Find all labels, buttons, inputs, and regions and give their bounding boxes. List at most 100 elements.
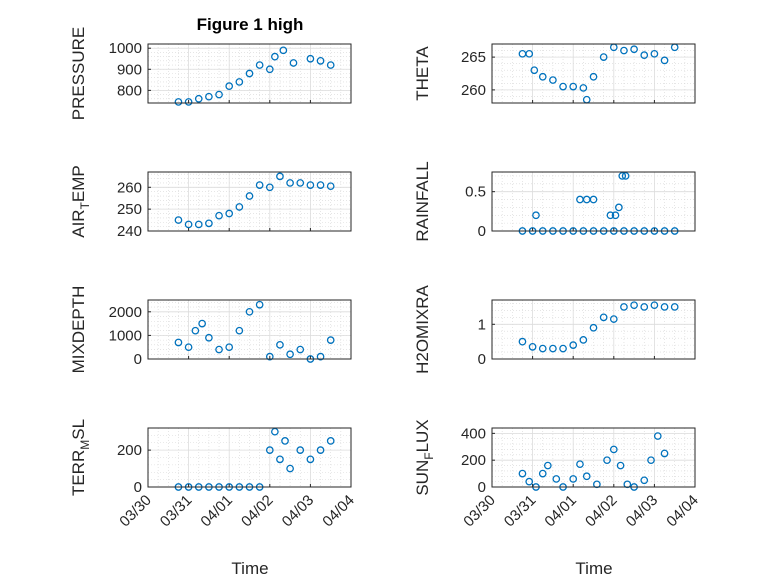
data-point [245, 69, 254, 78]
data-point [538, 469, 547, 478]
data-point [276, 340, 284, 349]
data-point [549, 76, 557, 84]
data-point [215, 90, 223, 99]
data-point [618, 172, 627, 180]
y-axis-label: TERRMSL [69, 419, 92, 496]
data-point [235, 326, 244, 335]
x-tick-label: 03/31 [157, 492, 196, 531]
data-point [609, 315, 618, 323]
y-tick-label: 0.5 [465, 184, 486, 201]
x-tick-label: 04/01 [541, 492, 580, 531]
data-point [660, 56, 669, 65]
x-tick-label: 03/30 [460, 492, 499, 531]
y-tick-label: 800 [117, 82, 142, 99]
data-point [525, 49, 534, 58]
y-tick-label: 260 [461, 82, 486, 99]
data-point [255, 61, 264, 69]
data-point [518, 337, 527, 346]
data-point [589, 195, 598, 204]
data-point [174, 216, 183, 224]
data-point [660, 449, 669, 458]
data-point [245, 307, 254, 316]
data-point [650, 49, 659, 58]
y-tick-label: 0 [478, 351, 486, 368]
x-axis-label-left: Time [231, 559, 268, 578]
subplot-theta: 260 265 THETA [413, 43, 696, 104]
data-point [528, 343, 537, 351]
data-point [271, 427, 279, 436]
y-tick-label: 1000 [109, 40, 142, 57]
axes-box [147, 171, 352, 232]
data-point [532, 211, 540, 220]
y-axis-label: SUNFLUX [413, 419, 436, 495]
data-point [559, 82, 567, 91]
axes-box [147, 43, 352, 104]
data-point [225, 82, 234, 90]
x-tick-label: 04/04 [663, 492, 702, 531]
data-point [623, 480, 632, 489]
data-point [316, 352, 325, 361]
data-point [582, 95, 591, 104]
data-point [265, 183, 274, 192]
data-point [235, 203, 244, 211]
data-point [579, 84, 588, 92]
data-point [265, 446, 274, 454]
subplot-rainfall: 0 0.5 RAINFALL [413, 161, 696, 242]
y-tick-label: 200 [461, 452, 486, 469]
data-point [198, 319, 206, 328]
data-point [653, 432, 662, 440]
data-point [603, 456, 611, 465]
data-point [255, 181, 264, 189]
data-point [215, 211, 223, 220]
data-point [650, 301, 659, 310]
data-point [316, 57, 325, 65]
y-axis-label: MIXDEPTH [69, 286, 88, 374]
data-point [296, 446, 305, 454]
y-tick-label: 250 [117, 201, 142, 218]
data-point [265, 65, 274, 74]
data-point [326, 437, 335, 445]
y-tick-label: 200 [117, 442, 142, 459]
y-tick-label: 0 [134, 479, 142, 496]
data-point [316, 181, 325, 189]
data-point [576, 460, 584, 469]
data-point [174, 338, 183, 347]
data-point [205, 219, 213, 228]
data-point [630, 301, 638, 310]
x-tick-label: 04/04 [319, 492, 358, 531]
data-point [276, 172, 284, 181]
y-tick-label: 260 [117, 179, 142, 196]
data-point [599, 313, 608, 322]
data-point [543, 461, 552, 470]
data-point [326, 61, 335, 69]
data-point [276, 455, 284, 464]
y-tick-label: 0 [478, 479, 486, 496]
data-point [620, 46, 628, 55]
data-point [552, 475, 561, 483]
data-point [640, 303, 649, 311]
data-point [271, 52, 279, 61]
y-tick-label: 1 [478, 316, 486, 333]
data-point [306, 455, 315, 464]
subplot-pressure: 800 900 1000 PRESSURE [69, 27, 352, 120]
data-point [265, 352, 274, 361]
data-point [530, 66, 539, 75]
x-tick-label: 04/03 [623, 492, 662, 531]
data-point [518, 469, 527, 478]
data-point [589, 72, 598, 81]
data-point [296, 179, 305, 187]
subplot-h2omixra: 0 1 H2OMIXRA [413, 284, 696, 374]
subplot-terr-msl: 0 200 03/30 03/31 04/01 04/02 04/03 04/04 TERRMS… [69, 419, 358, 530]
data-point [609, 445, 618, 454]
data-point [615, 203, 623, 212]
data-point [245, 192, 254, 200]
data-point [640, 51, 649, 59]
x-tick-label: 04/02 [238, 492, 277, 531]
data-point [184, 343, 193, 352]
data-point [579, 336, 588, 344]
data-point [599, 53, 608, 61]
data-point [593, 480, 601, 489]
y-axis-label: AIRTEMP [69, 165, 92, 238]
y-axis-label: THETA [413, 46, 432, 101]
